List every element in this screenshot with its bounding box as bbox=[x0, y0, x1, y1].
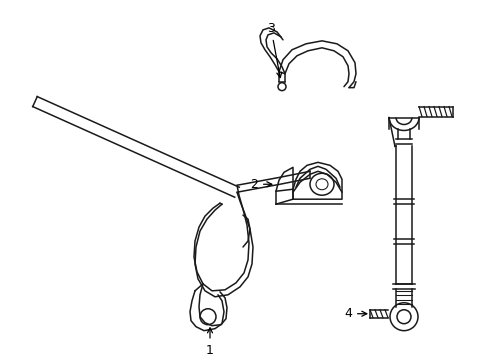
Text: 4: 4 bbox=[344, 307, 366, 320]
Text: 2: 2 bbox=[250, 178, 271, 191]
Text: 3: 3 bbox=[266, 22, 281, 77]
Text: 1: 1 bbox=[205, 328, 214, 357]
